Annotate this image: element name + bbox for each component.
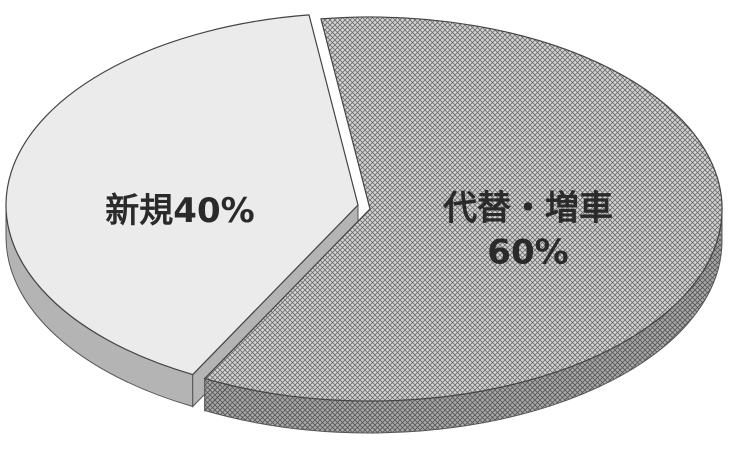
slice [5,14,359,376]
slice-label: 新規40% [105,191,254,231]
category-label: 代替・増車 [442,189,613,229]
value-label: 40% [173,191,254,231]
slice [203,16,723,402]
category-label: 新規 [105,191,173,231]
value-label: 60% [487,233,568,273]
pie [5,14,723,434]
